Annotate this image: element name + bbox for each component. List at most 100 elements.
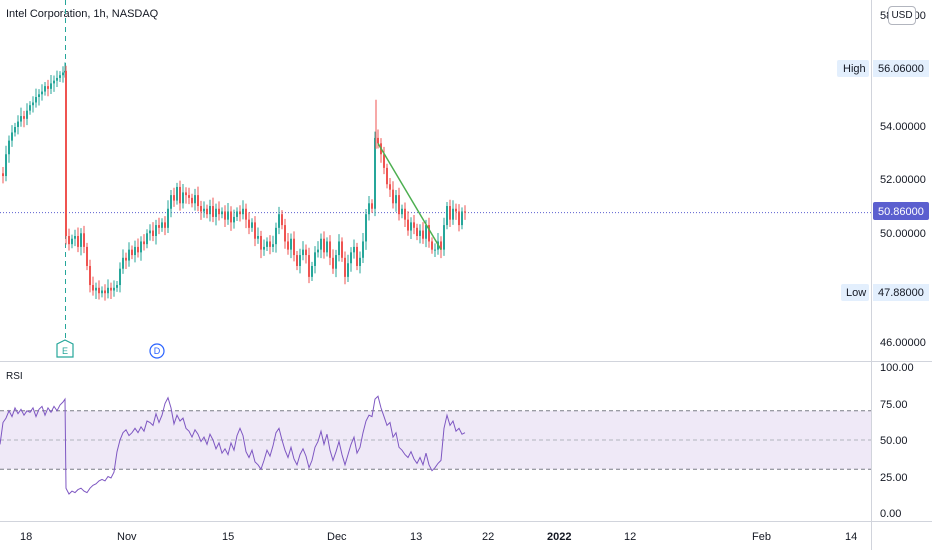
candle-body (341, 241, 343, 258)
candle-body (152, 230, 154, 236)
candle-body (224, 211, 226, 220)
dividend-event-label: D (154, 346, 161, 356)
rsi-tick-50: 50.00 (880, 435, 908, 447)
candle-body (11, 132, 13, 141)
last-price-box (873, 202, 929, 220)
candle-body (299, 255, 301, 266)
candle-body (356, 246, 358, 266)
candle-body (125, 257, 127, 261)
candle-body (41, 91, 43, 95)
candle-body (119, 268, 121, 286)
candle-body (155, 225, 157, 236)
candle-body (305, 249, 307, 256)
candle-body (128, 249, 130, 261)
candle-body (134, 246, 136, 256)
rsi-tick-100: 100.00 (880, 362, 914, 374)
dividend-event-marker[interactable]: D (149, 343, 165, 359)
time-tick-13: 13 (410, 531, 422, 543)
candle-body (29, 105, 31, 111)
price-tick-54: 54.00000 (880, 121, 926, 133)
candle-body (416, 227, 418, 236)
candle-body (461, 211, 463, 226)
candle-body (179, 186, 181, 204)
candle-body (395, 195, 397, 204)
candle-body (251, 222, 253, 228)
candle-body (83, 233, 85, 247)
candle-body (320, 238, 322, 250)
candle-body (158, 225, 160, 228)
candle-body (65, 70, 67, 237)
candle-body (326, 241, 328, 253)
candle-body (422, 230, 424, 239)
candle-body (167, 208, 169, 228)
candle-body (323, 238, 325, 253)
candle-body (50, 83, 52, 89)
candle-body (287, 241, 289, 250)
candle-body (164, 222, 166, 228)
candle-body (68, 236, 70, 245)
currency-button[interactable]: USD (888, 6, 916, 25)
low-label-box (841, 284, 869, 301)
candle-body (215, 208, 217, 217)
chart-title: Intel Corporation, 1h, NASDAQ (6, 8, 159, 20)
candle-body (410, 222, 412, 231)
candle-body (236, 211, 238, 217)
price-tick-52: 52.00000 (880, 174, 926, 186)
candle-body (332, 257, 334, 269)
candle-body (233, 216, 235, 223)
candle-body (239, 211, 241, 215)
candle-body (284, 225, 286, 242)
candle-body (281, 214, 283, 226)
candle-body (350, 252, 352, 264)
earnings-event-label: E (62, 346, 68, 356)
candle-body (218, 208, 220, 215)
time-tick-12: 12 (624, 531, 636, 543)
candle-body (122, 257, 124, 269)
rsi-line (0, 395, 466, 495)
candle-body (317, 249, 319, 253)
low-label: Low (846, 287, 866, 299)
candle-body (428, 225, 430, 242)
candle-body (200, 206, 202, 212)
candle-body (38, 94, 40, 98)
candle-body (44, 86, 46, 92)
high-label-box (837, 60, 869, 77)
time-tick-18: 18 (20, 531, 32, 543)
candle-body (20, 116, 22, 122)
candle-body (431, 241, 433, 250)
candle-body (371, 203, 373, 209)
candle-body (86, 246, 88, 266)
low-value-box (873, 284, 929, 301)
candle-body (209, 206, 211, 215)
candle-body (329, 241, 331, 258)
rsi-tick-25: 25.00 (880, 472, 908, 484)
candle-body (383, 154, 385, 168)
candle-body (452, 208, 454, 220)
time-tick-nov: Nov (117, 531, 137, 543)
candle-body (308, 255, 310, 277)
candle-body (230, 211, 232, 223)
candle-body (116, 285, 118, 288)
candle-body (272, 244, 274, 247)
candle-body (8, 140, 10, 155)
candle-body (194, 195, 196, 204)
candle-body (296, 255, 298, 266)
candle-body (35, 97, 37, 103)
candle-body (104, 290, 106, 294)
candle-body (59, 75, 61, 78)
high-label: High (843, 63, 866, 75)
trendline-drawing[interactable] (377, 142, 442, 251)
candle-body (377, 137, 379, 144)
candle-body (80, 233, 82, 247)
earnings-event-marker[interactable]: E (56, 339, 74, 358)
candle-body (221, 211, 223, 215)
candle-body (95, 287, 97, 291)
candle-body (71, 238, 73, 245)
candle-body (311, 265, 313, 277)
candle-body (98, 287, 100, 294)
candle-body (263, 246, 265, 250)
candle-body (266, 241, 268, 247)
candle-body (347, 263, 349, 277)
candle-body (170, 195, 172, 209)
